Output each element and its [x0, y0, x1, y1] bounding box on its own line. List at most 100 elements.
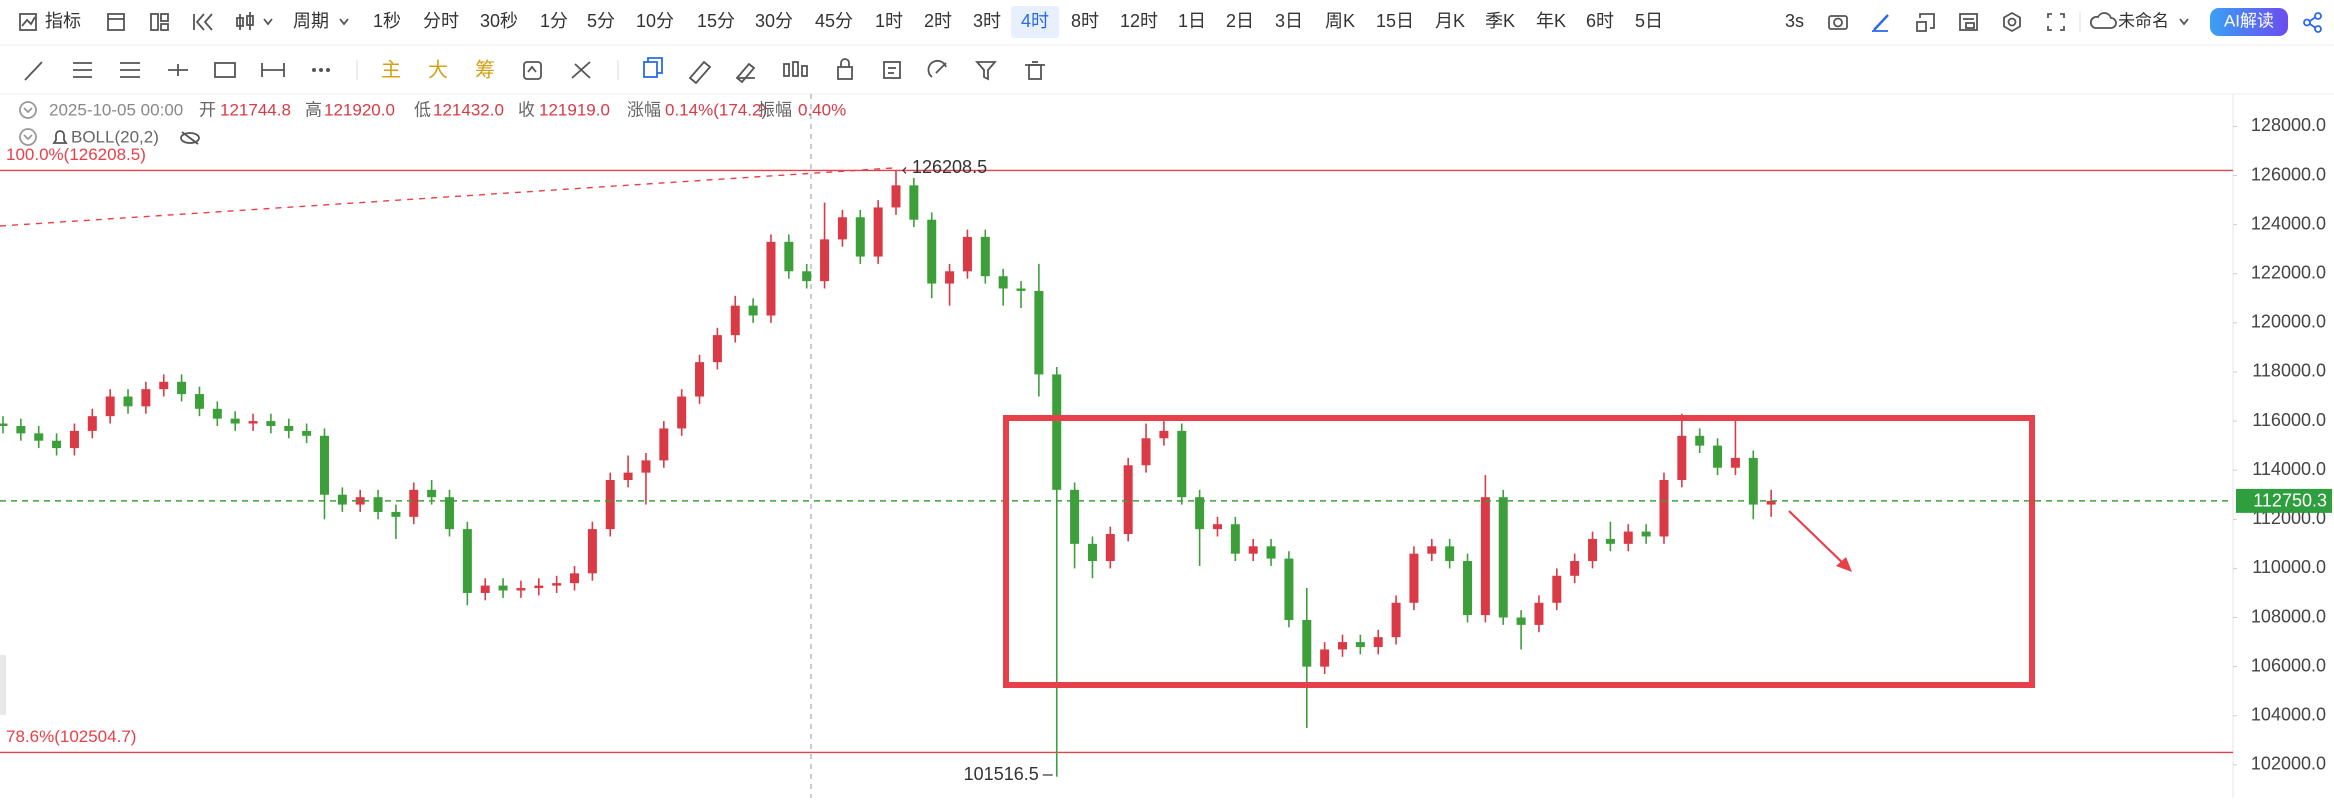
indicator-name[interactable]: BOLL(20,2): [71, 127, 159, 146]
y-tick-label: 116000.0: [2252, 410, 2326, 430]
layout-chevron[interactable]: [2179, 18, 2189, 26]
parallel-tool[interactable]: [73, 62, 92, 78]
share-icon[interactable]: [2303, 12, 2322, 33]
period-option[interactable]: 30分: [755, 11, 793, 31]
period-option[interactable]: 2时: [924, 11, 952, 31]
direction-arrow: [1788, 510, 1850, 570]
delete-tool[interactable]: [1025, 61, 1045, 80]
chart: 102000.0 104000.0 106000.0 108000.0 110000.0…: [0, 94, 2332, 798]
sync-tool[interactable]: [523, 61, 542, 80]
period-button[interactable]: 周期: [293, 11, 329, 31]
period-option[interactable]: 12时: [1120, 11, 1158, 31]
candle-body: [1123, 465, 1133, 535]
period-option[interactable]: 5日: [1635, 11, 1663, 31]
range-tool[interactable]: [261, 63, 285, 77]
copy-tool[interactable]: [643, 57, 663, 78]
expand-icon[interactable]: [2047, 13, 2065, 31]
period-option[interactable]: 3日: [1275, 11, 1303, 31]
fullscreen-part-icon[interactable]: [1916, 13, 1935, 32]
more-tool[interactable]: [312, 68, 330, 72]
period-option[interactable]: 10分: [636, 11, 674, 31]
last-price-label: 112750.3: [2253, 491, 2327, 511]
brush-tool[interactable]: [735, 62, 756, 84]
y-tick-label: 124000.0: [2251, 213, 2326, 233]
candle-body: [1588, 538, 1598, 562]
period-option[interactable]: 1分: [540, 11, 568, 31]
screenshot-icon[interactable]: [1959, 13, 1978, 31]
layout-icon[interactable]: [150, 13, 169, 31]
main-force-tool[interactable]: 主: [381, 58, 401, 81]
period-option[interactable]: 3时: [973, 11, 1001, 31]
rect-tool[interactable]: [214, 62, 236, 78]
candle-body: [319, 435, 329, 495]
magnet-tool[interactable]: [927, 59, 947, 78]
layout-name[interactable]: 未命名: [2118, 11, 2169, 30]
period-option[interactable]: 1时: [875, 11, 903, 31]
candle-body: [498, 585, 508, 591]
channel-tool[interactable]: [120, 62, 140, 78]
period-option[interactable]: 1日: [1178, 11, 1206, 31]
cloud-icon[interactable]: [2089, 12, 2117, 29]
line-tool[interactable]: [24, 61, 43, 81]
change-value: 0.14%(174.2): [665, 100, 767, 119]
eraser-tool[interactable]: [571, 61, 591, 79]
candle-body: [1516, 617, 1526, 625]
indicator-icon[interactable]: [19, 13, 37, 31]
calendar-icon[interactable]: [107, 13, 125, 31]
alert-icon[interactable]: [52, 130, 68, 144]
candle-body: [1659, 480, 1669, 537]
big-order-tool[interactable]: 大: [428, 58, 448, 81]
info-bar: 2025-10-05 00:00 开 121744.8 高 121920.0 低…: [19, 100, 846, 146]
hide-icon[interactable]: [180, 131, 200, 145]
period-option[interactable]: 季K: [1485, 11, 1515, 31]
period-option[interactable]: 5分: [587, 11, 615, 31]
filter-tool[interactable]: [975, 61, 997, 81]
side-tab[interactable]: [0, 655, 6, 715]
chips-tool[interactable]: 筹: [475, 58, 495, 81]
candle-body: [1713, 445, 1723, 468]
indicator-collapse-icon[interactable]: [19, 128, 37, 146]
replay-icon[interactable]: [193, 13, 213, 31]
candle-body: [712, 335, 722, 363]
ruler-tool[interactable]: [688, 60, 712, 85]
period-chevron[interactable]: [339, 18, 349, 26]
lock-tool[interactable]: [837, 58, 853, 80]
period-option[interactable]: 年K: [1536, 11, 1566, 31]
period-option[interactable]: 月K: [1435, 11, 1465, 31]
candle-tool[interactable]: [783, 61, 808, 77]
ai-button-label[interactable]: AI解读: [2224, 11, 2274, 30]
period-option[interactable]: 15分: [697, 11, 735, 31]
ai-button[interactable]: [2210, 8, 2288, 36]
period-option[interactable]: 分时: [423, 11, 459, 31]
period-option[interactable]: 45分: [815, 11, 853, 31]
period-option[interactable]: 周K: [1325, 11, 1355, 31]
candle-body: [1677, 435, 1687, 481]
indicator-button[interactable]: 指标: [45, 11, 81, 31]
candle-body: [1177, 430, 1187, 498]
period-option[interactable]: 4时: [1021, 11, 1049, 31]
period-option[interactable]: 2日: [1226, 11, 1254, 31]
high-marker-label: 126208.5: [912, 157, 987, 177]
pen-icon[interactable]: [1872, 14, 1889, 32]
period-option[interactable]: 30秒: [480, 11, 518, 31]
settings-icon[interactable]: [2003, 11, 2021, 33]
candle-body: [1498, 497, 1508, 618]
refresh-interval[interactable]: 3s: [1785, 11, 1804, 31]
period-option[interactable]: 1秒: [373, 11, 401, 31]
hline-tool[interactable]: [168, 64, 188, 76]
camera-icon[interactable]: [1828, 15, 1848, 30]
high-label: 高: [305, 100, 322, 119]
candle-body: [212, 408, 222, 419]
period-option[interactable]: 6时: [1586, 11, 1614, 31]
chart-type-icon[interactable]: [236, 12, 273, 30]
candle-body: [534, 585, 544, 589]
collapse-icon[interactable]: [19, 101, 37, 119]
period-option[interactable]: 8时: [1071, 11, 1099, 31]
amplitude-value: 0.40%: [798, 100, 846, 119]
period-option[interactable]: 15日: [1376, 11, 1414, 31]
candle-body: [1034, 290, 1044, 375]
low-marker-label: 101516.5: [964, 764, 1039, 784]
candle-body: [248, 421, 258, 424]
note-tool[interactable]: [883, 61, 901, 79]
